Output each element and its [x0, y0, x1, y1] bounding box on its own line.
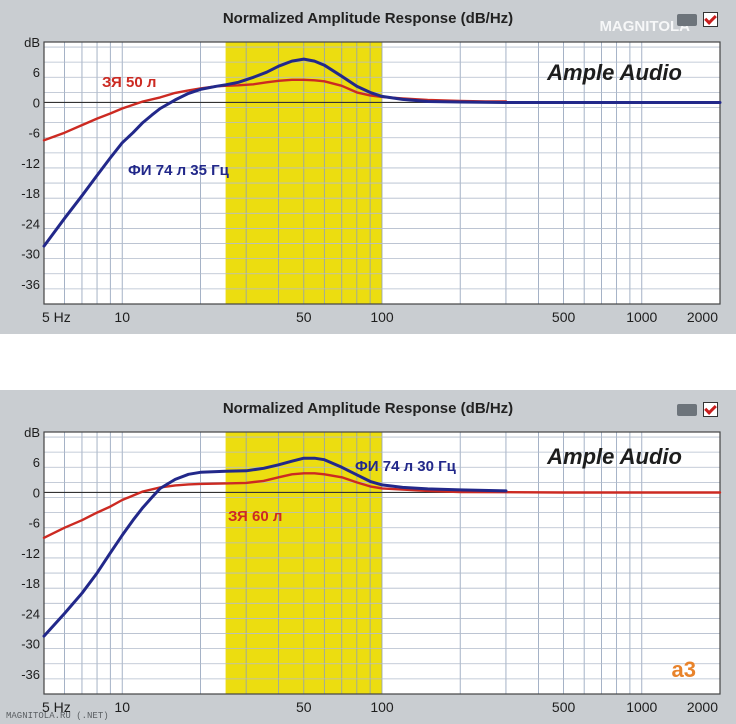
x-tick-label: 10	[114, 309, 130, 325]
chart-panel-top: Normalized Amplitude Response (dB/Hz) MA…	[0, 0, 736, 334]
y-tick-label: -24	[21, 216, 40, 231]
x-tick-label: 10	[114, 699, 130, 715]
y-tick-label: -12	[21, 156, 40, 171]
printer-icon[interactable]	[677, 403, 697, 416]
x-tick-label: 100	[370, 309, 394, 325]
series-label-blue: ФИ 74 л 35 Гц	[128, 162, 229, 179]
x-tick-label: 500	[552, 309, 576, 325]
x-tick-label: 2000	[687, 699, 718, 715]
chart-panel-bottom: Normalized Amplitude Response (dB/Hz) dB…	[0, 390, 736, 724]
y-tick-label: -24	[21, 606, 40, 621]
series-label-red: ЗЯ 50 л	[102, 74, 157, 91]
y-tick-label: -12	[21, 546, 40, 561]
y-tick-label: 0	[33, 485, 40, 500]
corner-logo: a3	[671, 657, 696, 682]
x-tick-label: 1000	[626, 699, 657, 715]
y-tick-label: -36	[21, 277, 40, 292]
chart-title: Normalized Amplitude Response (dB/Hz)	[222, 10, 514, 27]
y-tick-label: -18	[21, 186, 40, 201]
x-tick-label: 50	[296, 699, 312, 715]
chart-title: Normalized Amplitude Response (dB/Hz)	[222, 400, 514, 417]
y-tick-label: -30	[21, 247, 40, 262]
series-line-red	[42, 472, 722, 540]
checkbox-icon[interactable]	[703, 402, 718, 417]
x-tick-label: 5 Hz	[42, 699, 71, 715]
series-line-blue	[42, 456, 508, 638]
series-label-blue: ФИ 74 л 30 Гц	[355, 458, 456, 475]
series-label-red: ЗЯ 60 л	[228, 508, 283, 525]
footer-caption: MAGNITOLA.RU (.NET)	[6, 711, 109, 721]
y-tick-label: dB	[24, 35, 40, 50]
plot-border	[43, 431, 721, 695]
watermark-logo: MAGNITOLA	[599, 18, 690, 35]
y-tick-label: -6	[28, 126, 40, 141]
x-tick-label: 50	[296, 309, 312, 325]
y-tick-label: -30	[21, 637, 40, 652]
x-tick-label: 500	[552, 699, 576, 715]
x-tick-label: 5 Hz	[42, 309, 71, 325]
x-tick-label: 1000	[626, 309, 657, 325]
y-tick-label: -6	[28, 516, 40, 531]
printer-icon[interactable]	[677, 13, 697, 26]
chart-toolbar	[677, 12, 718, 27]
y-tick-label: 6	[33, 455, 40, 470]
plot-border	[43, 41, 721, 305]
series-line-blue	[42, 57, 722, 248]
x-tick-label: 2000	[687, 309, 718, 325]
checkbox-icon[interactable]	[703, 12, 718, 27]
y-tick-label: -18	[21, 576, 40, 591]
chart-plot-bottom: dB 6 0 -6 -12 -18 -24 -30 -36 5 Hz 10 50 100 500 1000 2…	[21, 425, 722, 715]
chart-toolbar	[677, 402, 718, 417]
y-tick-label: 0	[33, 95, 40, 110]
y-tick-label: -36	[21, 667, 40, 682]
chart-plot-top: dB 6 0 -6 -12 -18 -24 -30 -36 5 Hz 10 50 100 500 1000 2…	[21, 35, 722, 325]
y-tick-label: 6	[33, 65, 40, 80]
brand-label: Ample Audio	[547, 60, 682, 85]
x-tick-label: 100	[370, 699, 394, 715]
y-tick-label: dB	[24, 425, 40, 440]
brand-label: Ample Audio	[547, 444, 682, 469]
